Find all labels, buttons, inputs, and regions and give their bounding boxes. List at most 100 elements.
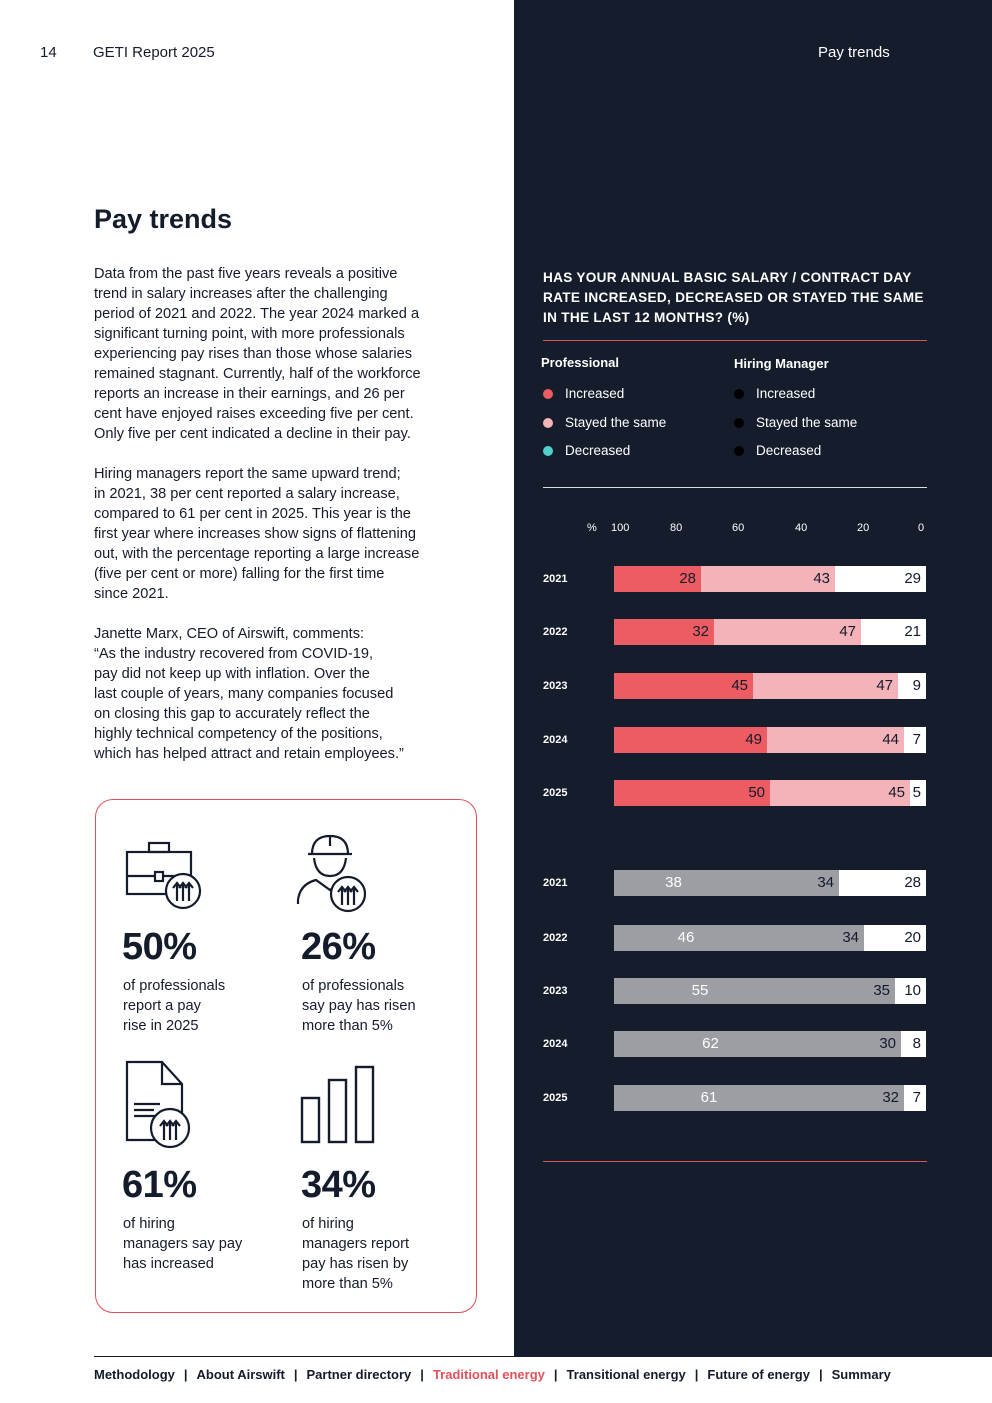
page-number: 14 bbox=[40, 44, 57, 61]
stat-description: of professionals report a pay rise in 20… bbox=[123, 978, 226, 1034]
bar-segment: 28 bbox=[839, 870, 926, 896]
year-label: 2023 bbox=[543, 985, 568, 997]
bar-row: 50 45 5 bbox=[614, 780, 926, 806]
bar-segment: 34 bbox=[733, 870, 839, 896]
x-axis-tick-label: 20 bbox=[857, 522, 870, 534]
bar-segment: 7 bbox=[904, 727, 926, 753]
x-axis-tick-label: 100 bbox=[611, 522, 630, 534]
data-label: 50 bbox=[748, 784, 765, 801]
legend-item-hiring-decreased: Decreased bbox=[734, 443, 821, 459]
bar-segment: 32 bbox=[804, 1085, 904, 1111]
data-label: 62 bbox=[702, 1035, 719, 1052]
chart-bottom-divider bbox=[543, 1161, 927, 1162]
footer-nav-item[interactable]: Transitional energy bbox=[566, 1367, 686, 1382]
legend-dot bbox=[543, 389, 553, 399]
briefcase-arrows-icon bbox=[125, 841, 202, 910]
year-label: 2022 bbox=[543, 626, 568, 638]
footer-nav-item[interactable]: Summary bbox=[831, 1367, 891, 1382]
bar-row: 45 47 9 bbox=[614, 673, 926, 699]
bar-segment: 10 bbox=[895, 978, 926, 1004]
legend-title-professional: Professional bbox=[541, 355, 620, 370]
bar-row: 38 34 28 bbox=[614, 870, 926, 896]
footer-nav-item[interactable]: About Airswift bbox=[196, 1367, 285, 1382]
bar-segment: 50 bbox=[614, 780, 770, 806]
chart-title-divider bbox=[543, 340, 927, 341]
bar-row: 46 34 20 bbox=[614, 925, 926, 951]
data-label: 34 bbox=[842, 929, 859, 946]
bar-segment: 8 bbox=[901, 1031, 926, 1057]
data-label: 10 bbox=[904, 982, 921, 999]
legend-title-hiring-manager: Hiring Manager bbox=[734, 356, 829, 371]
data-label: 20 bbox=[904, 929, 921, 946]
bar-segment: 5 bbox=[910, 780, 926, 806]
nav-separator: | bbox=[183, 1367, 188, 1382]
year-label: 2024 bbox=[543, 734, 568, 746]
x-axis-tick-label: 40 bbox=[795, 522, 808, 534]
bar-segment: 45 bbox=[614, 673, 753, 699]
bar-row: 62 30 8 bbox=[614, 1031, 926, 1057]
data-label: 28 bbox=[904, 874, 921, 891]
bar-segment: 55 bbox=[614, 978, 786, 1004]
legend-dot bbox=[543, 446, 553, 456]
stat-description: of hiring managers report pay has risen … bbox=[302, 1216, 410, 1292]
legend-dot bbox=[734, 418, 744, 428]
x-axis-tick-label: 0 bbox=[918, 522, 925, 534]
data-label: 5 bbox=[912, 784, 921, 801]
footer-nav-item[interactable]: Partner directory bbox=[306, 1367, 412, 1382]
bar-segment: 47 bbox=[753, 673, 898, 699]
data-label: 9 bbox=[912, 677, 921, 694]
bar-segment: 30 bbox=[807, 1031, 901, 1057]
stat-value: 61% bbox=[122, 1164, 197, 1206]
legend-item-professional-increased: Increased bbox=[543, 386, 624, 402]
data-label: 35 bbox=[873, 982, 890, 999]
legend-dot bbox=[543, 418, 553, 428]
footer-nav-item[interactable]: Traditional energy bbox=[432, 1367, 545, 1382]
year-label: 2025 bbox=[543, 1092, 568, 1104]
bar-segment: 34 bbox=[758, 925, 864, 951]
section-label: Pay trends bbox=[818, 44, 890, 61]
data-label: 55 bbox=[691, 982, 709, 999]
paragraph-intro: Data from the past five years reveals a … bbox=[94, 266, 421, 442]
bar-segment: 47 bbox=[714, 619, 861, 645]
bar-segment: 20 bbox=[864, 925, 926, 951]
data-label: 34 bbox=[817, 874, 834, 891]
nav-separator: | bbox=[293, 1367, 298, 1382]
legend-dot bbox=[734, 389, 744, 399]
bar-segment: 62 bbox=[614, 1031, 807, 1057]
bar-row: 49 44 7 bbox=[614, 727, 926, 753]
year-label: 2023 bbox=[543, 680, 568, 692]
data-label: 49 bbox=[745, 731, 762, 748]
bar-segment: 9 bbox=[898, 673, 926, 699]
bar-segment: 46 bbox=[614, 925, 758, 951]
year-label: 2025 bbox=[543, 787, 568, 799]
footer-navigation: Methodology | About Airswift | Partner direc… bbox=[94, 1367, 891, 1382]
nav-separator: | bbox=[694, 1367, 699, 1382]
data-label: 29 bbox=[904, 570, 921, 587]
stat-value: 34% bbox=[301, 1164, 376, 1206]
year-label: 2022 bbox=[543, 932, 568, 944]
footer-nav-item[interactable]: Future of energy bbox=[707, 1367, 810, 1382]
year-label: 2021 bbox=[543, 573, 568, 585]
bar-row: 61 32 7 bbox=[614, 1085, 926, 1111]
data-label: 32 bbox=[882, 1089, 899, 1106]
legend-item-professional-decreased: Decreased bbox=[543, 443, 630, 459]
legend-item-hiring-increased: Increased bbox=[734, 386, 815, 402]
bar-segment: 32 bbox=[614, 619, 714, 645]
legend-dot bbox=[734, 446, 744, 456]
footer-nav-item[interactable]: Methodology bbox=[94, 1367, 175, 1382]
data-label: 45 bbox=[888, 784, 905, 801]
bar-row: 32 47 21 bbox=[614, 619, 926, 645]
bar-segment: 35 bbox=[786, 978, 895, 1004]
document-arrows-icon bbox=[125, 1060, 191, 1149]
data-label: 43 bbox=[813, 570, 830, 587]
bar-segment: 21 bbox=[861, 619, 926, 645]
bar-segment: 49 bbox=[614, 727, 767, 753]
bar-row: 28 43 29 bbox=[614, 566, 926, 592]
x-axis-tick-label: 80 bbox=[670, 522, 683, 534]
bar-segment: 44 bbox=[767, 727, 904, 753]
report-title: GETI Report 2025 bbox=[93, 44, 215, 61]
data-label: 47 bbox=[839, 623, 856, 640]
axis-unit-label: % bbox=[587, 522, 597, 534]
bar-segment: 7 bbox=[904, 1085, 926, 1111]
engineer-arrows-icon bbox=[296, 834, 367, 913]
